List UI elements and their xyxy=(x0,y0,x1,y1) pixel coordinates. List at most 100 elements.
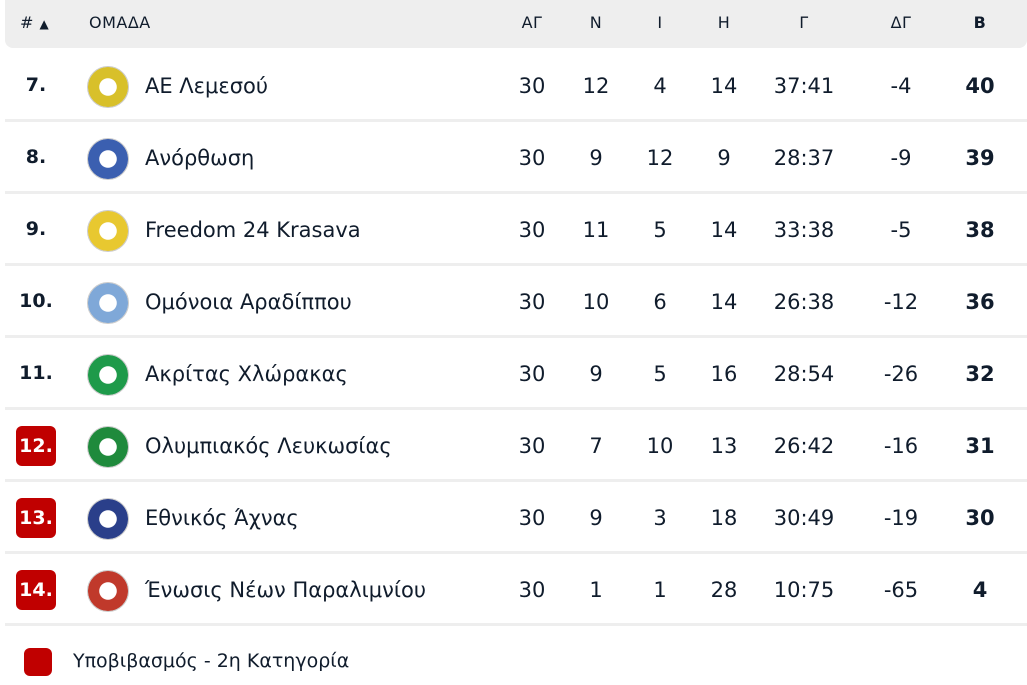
points: 32 xyxy=(965,362,995,386)
team-name[interactable]: ΑΕ Λεμεσού xyxy=(145,74,269,98)
drawn: 5 xyxy=(653,362,667,386)
points: 30 xyxy=(965,506,995,530)
goals: 30:49 xyxy=(773,506,835,530)
team-name[interactable]: Ολυμπιακός Λευκωσίας xyxy=(145,434,392,458)
goals: 26:38 xyxy=(773,290,835,314)
goal-diff: -9 xyxy=(890,146,912,170)
header-points[interactable]: Β xyxy=(973,13,987,32)
drawn: 4 xyxy=(653,74,667,98)
points: 39 xyxy=(965,146,995,170)
played: 30 xyxy=(518,218,546,242)
team-logo xyxy=(87,66,129,108)
team-logo xyxy=(87,138,129,180)
played: 30 xyxy=(518,290,546,314)
lost: 9 xyxy=(717,146,731,170)
played: 30 xyxy=(518,434,546,458)
team-logo xyxy=(87,426,129,468)
won: 9 xyxy=(589,146,603,170)
played: 30 xyxy=(518,146,546,170)
header-lost[interactable]: Η xyxy=(717,13,731,32)
team-name[interactable]: Ένωσις Νέων Παραλιμνίου xyxy=(145,578,426,602)
goal-diff: -5 xyxy=(890,218,912,242)
won: 11 xyxy=(582,218,610,242)
table-row[interactable]: 14. Ένωσις Νέων Παραλιμνίου 30 1 1 28 10… xyxy=(5,554,1027,626)
goal-diff: -12 xyxy=(883,290,919,314)
header-goal-diff[interactable]: ΔΓ xyxy=(890,13,912,32)
team-logo xyxy=(87,282,129,324)
lost: 18 xyxy=(710,506,738,530)
drawn: 12 xyxy=(646,146,674,170)
position: 12. xyxy=(16,426,56,466)
won: 10 xyxy=(582,290,610,314)
position: 10. xyxy=(19,290,53,312)
goals: 28:54 xyxy=(773,362,835,386)
position: 14. xyxy=(16,570,56,610)
lost: 13 xyxy=(710,434,738,458)
lost: 16 xyxy=(710,362,738,386)
header-won[interactable]: Ν xyxy=(589,13,603,32)
lost: 14 xyxy=(710,74,738,98)
goals: 10:75 xyxy=(773,578,835,602)
position: 9. xyxy=(25,218,47,240)
team-logo xyxy=(87,498,129,540)
table-row[interactable]: 10. Ομόνοια Αραδίππου 30 10 6 14 26:38 -… xyxy=(5,266,1027,338)
sort-by-position[interactable]: # ▲ xyxy=(20,13,50,32)
points: 40 xyxy=(965,74,995,98)
won: 9 xyxy=(589,506,603,530)
header-drawn[interactable]: Ι xyxy=(657,13,663,32)
relegation-legend-label: Υποβιβασμός - 2η Κατηγορία xyxy=(73,650,350,672)
goal-diff: -16 xyxy=(883,434,919,458)
header-team[interactable]: ΟΜΑΔΑ xyxy=(89,13,151,32)
goal-diff: -4 xyxy=(890,74,912,98)
header-played[interactable]: ΑΓ xyxy=(521,13,543,32)
table-row[interactable]: 9. Freedom 24 Krasava 30 11 5 14 33:38 -… xyxy=(5,194,1027,266)
drawn: 1 xyxy=(653,578,667,602)
drawn: 5 xyxy=(653,218,667,242)
table-row[interactable]: 13. Εθνικός Άχνας 30 9 3 18 30:49 -19 30 xyxy=(5,482,1027,554)
goals: 37:41 xyxy=(773,74,835,98)
drawn: 6 xyxy=(653,290,667,314)
won: 1 xyxy=(589,578,603,602)
goal-diff: -26 xyxy=(883,362,919,386)
position: 7. xyxy=(25,74,47,96)
team-logo xyxy=(87,210,129,252)
goal-diff: -65 xyxy=(883,578,919,602)
lost: 14 xyxy=(710,290,738,314)
relegation-legend-swatch xyxy=(24,648,52,676)
table-header: # ▲ ΟΜΑΔΑ ΑΓ Ν Ι Η Γ ΔΓ Β xyxy=(5,0,1027,48)
table-row[interactable]: 11. Ακρίτας Χλώρακας 30 9 5 16 28:54 -26… xyxy=(5,338,1027,410)
team-name[interactable]: Freedom 24 Krasava xyxy=(145,218,361,242)
goal-diff: -19 xyxy=(883,506,919,530)
sort-ascending-icon: ▲ xyxy=(39,17,50,31)
team-name[interactable]: Ακρίτας Χλώρακας xyxy=(145,362,348,386)
goals: 33:38 xyxy=(773,218,835,242)
position: 13. xyxy=(16,498,56,538)
lost: 14 xyxy=(710,218,738,242)
team-name[interactable]: Ομόνοια Αραδίππου xyxy=(145,290,352,314)
table-row[interactable]: 12. Ολυμπιακός Λευκωσίας 30 7 10 13 26:4… xyxy=(5,410,1027,482)
lost: 28 xyxy=(710,578,738,602)
played: 30 xyxy=(518,506,546,530)
header-goals[interactable]: Γ xyxy=(799,13,809,32)
table-row[interactable]: 8. Ανόρθωση 30 9 12 9 28:37 -9 39 xyxy=(5,122,1027,194)
points: 4 xyxy=(972,578,988,602)
position: 11. xyxy=(19,362,53,384)
drawn: 3 xyxy=(653,506,667,530)
team-logo xyxy=(87,570,129,612)
played: 30 xyxy=(518,362,546,386)
played: 30 xyxy=(518,74,546,98)
table-row[interactable]: 7. ΑΕ Λεμεσού 30 12 4 14 37:41 -4 40 xyxy=(5,50,1027,122)
team-name[interactable]: Ανόρθωση xyxy=(145,146,255,170)
team-name[interactable]: Εθνικός Άχνας xyxy=(145,506,299,530)
drawn: 10 xyxy=(646,434,674,458)
played: 30 xyxy=(518,578,546,602)
won: 9 xyxy=(589,362,603,386)
points: 38 xyxy=(965,218,995,242)
won: 12 xyxy=(582,74,610,98)
position: 8. xyxy=(25,146,47,168)
team-logo xyxy=(87,354,129,396)
points: 36 xyxy=(965,290,995,314)
goals: 28:37 xyxy=(773,146,835,170)
won: 7 xyxy=(589,434,603,458)
goals: 26:42 xyxy=(773,434,835,458)
